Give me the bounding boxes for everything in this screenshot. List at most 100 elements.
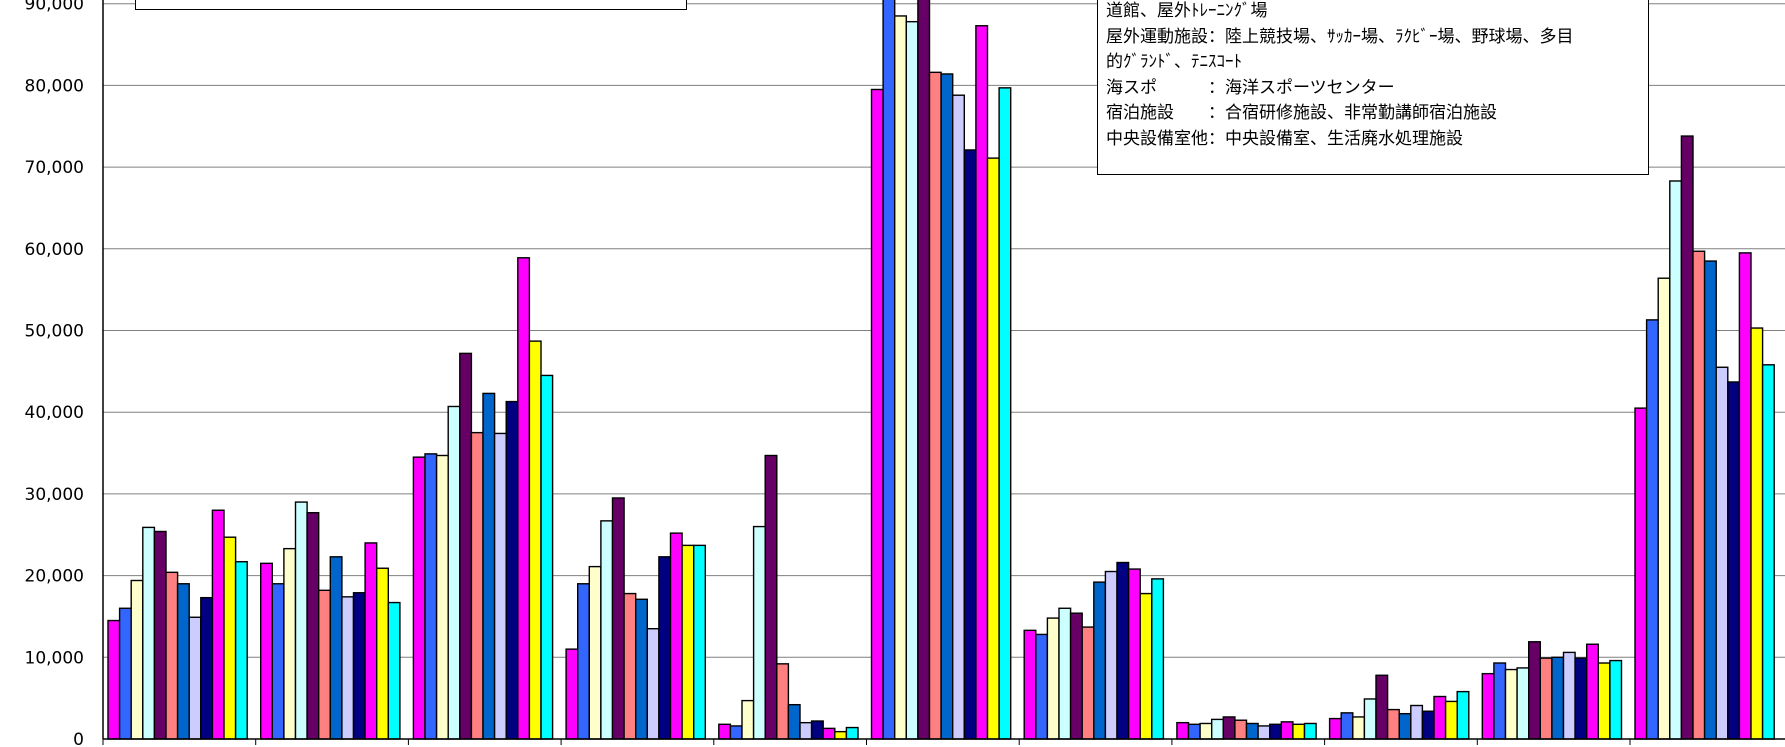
bar xyxy=(1527,641,1541,740)
bar xyxy=(528,340,542,740)
bar xyxy=(1222,716,1236,740)
bar xyxy=(1352,716,1366,740)
bar xyxy=(998,87,1012,740)
bar xyxy=(234,561,248,740)
bar xyxy=(1093,581,1107,740)
bar xyxy=(718,723,732,740)
bar xyxy=(1761,364,1775,740)
y-tick-label: 50,000 xyxy=(25,322,84,342)
bar xyxy=(1176,721,1190,740)
bar xyxy=(1504,668,1518,740)
bar xyxy=(1187,723,1201,740)
bar xyxy=(611,497,625,740)
bar xyxy=(1340,712,1354,740)
note-line: 屋外運動施設：陸上競技場、ｻｯｶｰ場、ﾗｸﾋﾞｰ場、野球場、多目 xyxy=(1106,26,1574,47)
bar xyxy=(1727,381,1741,740)
y-tick-label: 40,000 xyxy=(25,403,84,423)
bar xyxy=(577,583,591,740)
bar xyxy=(834,730,848,740)
bar xyxy=(1199,722,1213,740)
bar xyxy=(729,725,743,740)
bar xyxy=(329,556,343,740)
bar xyxy=(1481,672,1495,740)
note-line: 道館、屋外ﾄﾚｰﾆﾝｸﾞ場 xyxy=(1106,1,1268,21)
bars xyxy=(107,0,1775,740)
bar xyxy=(799,721,813,740)
y-tick-label: 90,000 xyxy=(25,0,84,15)
bar xyxy=(917,0,931,740)
bar xyxy=(107,619,121,740)
bar xyxy=(271,583,285,740)
bar xyxy=(1375,674,1389,740)
bar xyxy=(1421,710,1435,740)
bar xyxy=(1562,651,1576,740)
bar xyxy=(223,536,237,740)
bar xyxy=(1104,570,1118,740)
bar xyxy=(318,589,332,740)
bar xyxy=(1456,690,1470,740)
bar xyxy=(1645,319,1659,740)
bar xyxy=(1680,135,1694,740)
y-tick-label: 30,000 xyxy=(25,485,84,505)
note-line: 宿泊施設 ：合宿研修施設、非常勤講師宿泊施設 xyxy=(1106,103,1497,123)
bar xyxy=(1303,722,1317,740)
bar xyxy=(211,509,225,740)
bar xyxy=(752,525,766,740)
bar xyxy=(540,374,554,740)
bar xyxy=(741,699,755,740)
bar xyxy=(776,663,790,740)
bar xyxy=(1657,277,1671,740)
bar xyxy=(658,556,672,740)
bar xyxy=(905,20,919,740)
bar xyxy=(1738,252,1752,740)
bar xyxy=(882,0,896,740)
bar xyxy=(1386,708,1400,740)
bar xyxy=(1139,592,1153,740)
bar xyxy=(412,456,426,740)
bar xyxy=(459,352,473,740)
bar xyxy=(142,526,156,740)
bar xyxy=(1609,659,1623,740)
bar xyxy=(1257,725,1271,740)
bar xyxy=(1292,723,1306,740)
legend-box xyxy=(135,0,687,10)
bar xyxy=(1551,656,1565,740)
bar xyxy=(188,616,202,740)
bar xyxy=(200,596,214,740)
y-tick-label: 60,000 xyxy=(25,240,84,260)
bar xyxy=(1574,657,1588,740)
bar xyxy=(1127,568,1141,740)
bar xyxy=(952,94,966,740)
bar xyxy=(588,565,602,740)
bar xyxy=(165,571,179,740)
y-tick-label: 70,000 xyxy=(25,158,84,178)
bar xyxy=(894,15,908,740)
bar xyxy=(364,542,378,740)
bar xyxy=(1398,712,1412,740)
bar xyxy=(1444,700,1458,740)
bar xyxy=(341,596,355,740)
facility-notes-box: 道館、屋外ﾄﾚｰﾆﾝｸﾞ場 屋外運動施設：陸上競技場、ｻｯｶｰ場、ﾗｸﾋﾞｰ場、… xyxy=(1097,0,1649,175)
bar xyxy=(845,726,859,740)
bar xyxy=(1280,721,1294,740)
bar xyxy=(1750,327,1764,740)
bar xyxy=(870,88,884,740)
bar xyxy=(787,703,801,740)
bar xyxy=(1433,695,1447,740)
bar xyxy=(1363,698,1377,740)
bar xyxy=(517,257,531,740)
bar xyxy=(764,454,778,740)
bar xyxy=(1715,366,1729,740)
bar xyxy=(1210,718,1224,740)
bar xyxy=(1234,719,1248,740)
bar xyxy=(635,598,649,740)
bar xyxy=(447,405,461,740)
bar xyxy=(1692,250,1706,740)
bar xyxy=(1069,612,1083,740)
bar xyxy=(693,544,707,740)
bar xyxy=(283,547,297,740)
bar xyxy=(387,601,401,740)
bar xyxy=(1046,617,1060,740)
bar xyxy=(294,501,308,740)
bar xyxy=(505,400,519,740)
